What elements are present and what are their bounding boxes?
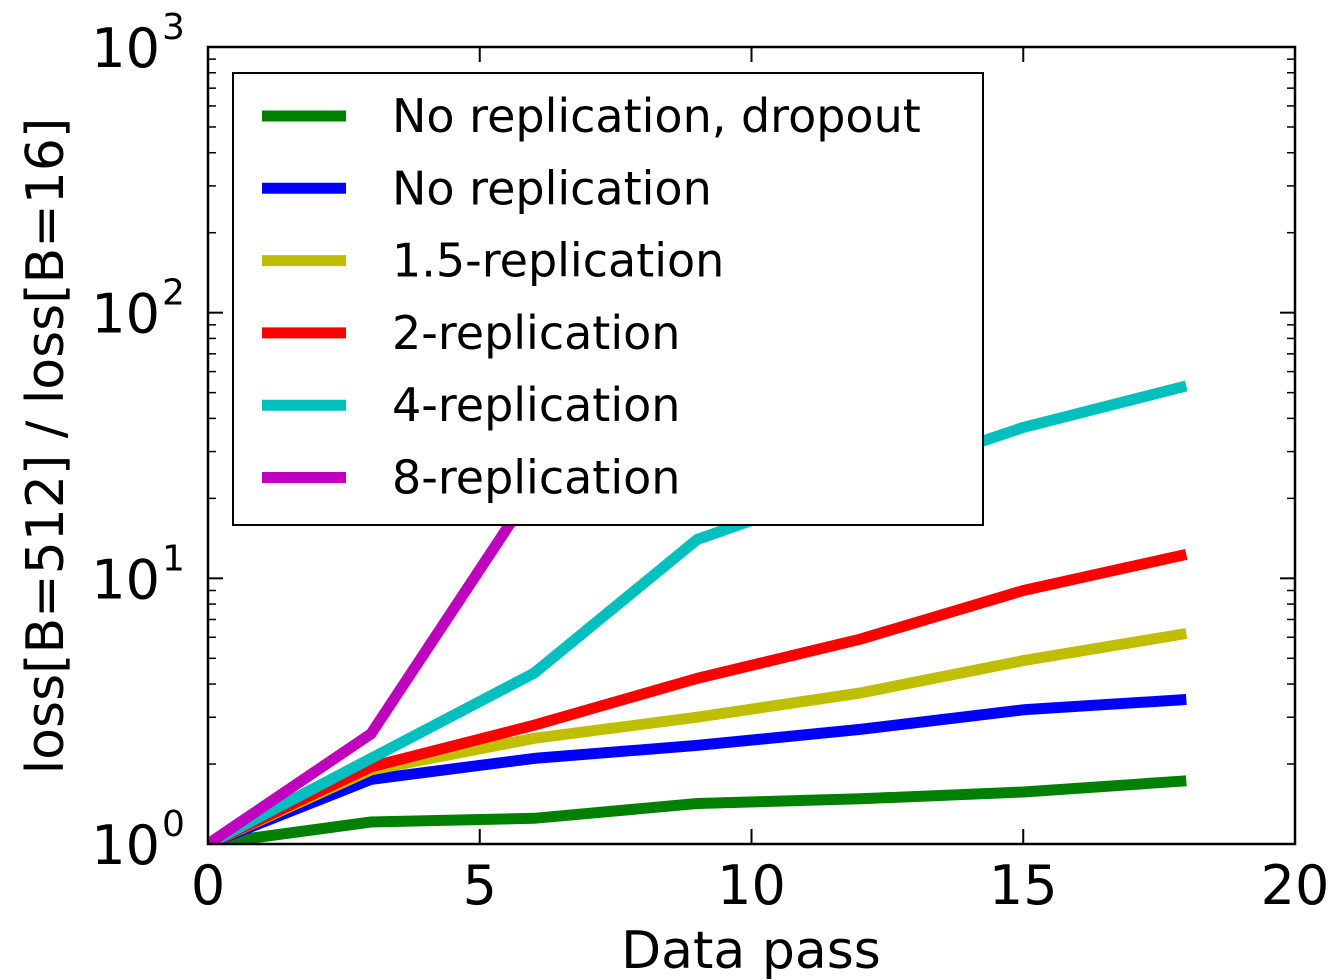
y-tick-label-exponent: 0 bbox=[162, 804, 185, 845]
legend-label-4: 4-replication bbox=[392, 378, 680, 432]
ticks-layer bbox=[207, 46, 1296, 845]
series-layer bbox=[208, 334, 1188, 844]
y-tick-label: 10 2 bbox=[91, 273, 185, 346]
x-tick-label: 5 bbox=[463, 854, 497, 917]
legend-label-0: No replication, dropout bbox=[392, 89, 921, 143]
series-line-3 bbox=[208, 549, 1188, 844]
y-tick-label-exponent: 1 bbox=[162, 538, 185, 579]
legend-label-3: 2-replication bbox=[392, 306, 680, 360]
y-tick-label-base: 10 bbox=[91, 283, 160, 346]
series-line-1 bbox=[208, 694, 1187, 844]
x-tick-label: 15 bbox=[989, 854, 1058, 917]
y-axis-title: loss[B=512] / loss[B=16] bbox=[16, 118, 76, 775]
series-line-4 bbox=[208, 380, 1188, 844]
series-line-0 bbox=[208, 775, 1187, 844]
x-tick-label: 20 bbox=[1261, 854, 1330, 917]
legend-label-2: 1.5-replication bbox=[392, 234, 724, 288]
x-axis-title: Data pass bbox=[621, 921, 881, 980]
y-tick-label-exponent: 2 bbox=[162, 273, 185, 314]
x-tick-labels: 0 5 10 15 20 bbox=[191, 854, 1330, 917]
y-tick-label-base: 10 bbox=[91, 17, 160, 80]
y-tick-label-exponent: 3 bbox=[162, 7, 185, 48]
legend: No replication, dropout No replication 1.5… bbox=[232, 72, 984, 526]
legend-label-1: No replication bbox=[392, 161, 712, 215]
y-tick-label-base: 10 bbox=[91, 814, 160, 877]
x-tick-label: 10 bbox=[717, 854, 786, 917]
legend-box bbox=[232, 72, 984, 526]
y-tick-label: 10 0 bbox=[91, 804, 185, 877]
legend-label-5: 8-replication bbox=[392, 451, 680, 505]
y-tick-label: 10 3 bbox=[91, 7, 185, 80]
y-tick-label: 10 1 bbox=[91, 538, 185, 611]
y-tick-label-base: 10 bbox=[91, 548, 160, 611]
x-tick-label: 0 bbox=[191, 854, 225, 917]
